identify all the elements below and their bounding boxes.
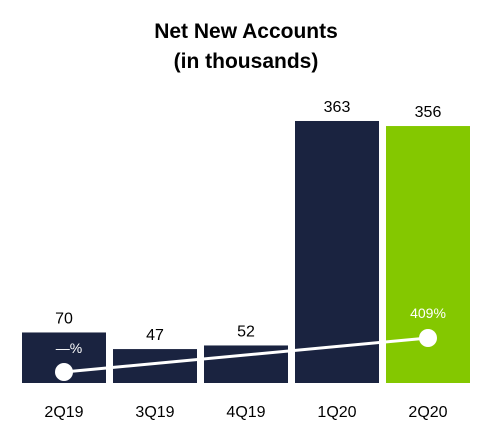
- growth-end-label: 409%: [410, 305, 446, 321]
- tick-label-2q20: 2Q20: [408, 404, 447, 421]
- tick-label-2q19: 2Q19: [44, 404, 83, 421]
- bar-1q20: [295, 120, 379, 383]
- growth-start-marker: [55, 363, 73, 381]
- value-label-3q19: 47: [146, 327, 164, 344]
- x-axis-ticks: 2Q19 3Q19 4Q19 1Q20 2Q20: [44, 404, 447, 421]
- growth-overlay: —% 409%: [55, 305, 446, 381]
- growth-line: [63, 336, 429, 374]
- tick-label-1q20: 1Q20: [317, 404, 356, 421]
- value-label-2q20: 356: [415, 104, 442, 121]
- chart-title-line-2: (in thousands): [174, 50, 319, 73]
- value-label-2q19: 70: [55, 310, 73, 327]
- tick-label-3q19: 3Q19: [135, 404, 174, 421]
- chart-title-line-1: Net New Accounts: [154, 20, 338, 43]
- value-label-1q20: 363: [324, 99, 351, 116]
- growth-end-marker: [419, 329, 437, 347]
- value-label-4q19: 52: [237, 323, 255, 340]
- tick-label-4q19: 4Q19: [226, 404, 265, 421]
- growth-start-label: —%: [56, 340, 82, 356]
